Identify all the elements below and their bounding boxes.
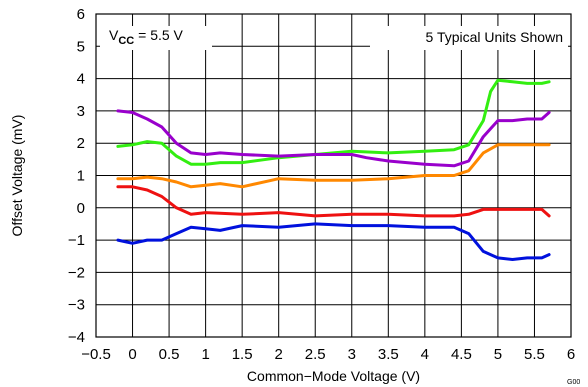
x-tick-label: 6 [567, 346, 575, 363]
x-tick-label: 4 [421, 346, 429, 363]
x-tick-label: 5.5 [524, 346, 545, 363]
y-axis-label: Offset Voltage (mV) [9, 115, 25, 237]
series-line-3 [116, 143, 551, 189]
units-note-background [370, 26, 568, 50]
plot-frame [95, 13, 572, 338]
x-tick-label: 3.5 [378, 346, 399, 363]
series-line-4 [116, 185, 551, 218]
annotations: VCC = 5.5 V 5 Typical Units Shown [100, 26, 568, 50]
y-tick-label: −4 [68, 329, 85, 346]
series-line-1 [116, 78, 551, 166]
y-tick-label: 5 [77, 38, 85, 55]
figure-id: G00 [567, 379, 580, 386]
x-tick-label: 2 [275, 346, 283, 363]
y-tick-label: 0 [77, 200, 85, 217]
y-tick-label: 3 [77, 103, 85, 120]
vcc-prefix: V [109, 27, 119, 43]
x-tick-label: 3 [348, 346, 356, 363]
y-tick-label: 2 [77, 135, 85, 152]
y-tick-labels: −4 −3 −2 −1 0 1 2 3 4 5 6 [68, 6, 85, 346]
y-tick-label: 1 [77, 168, 85, 185]
x-axis-label: Common−Mode Voltage (V) [247, 368, 420, 384]
vcc-subscript: CC [118, 35, 134, 47]
x-tick-label: 1 [201, 346, 209, 363]
units-note: 5 Typical Units Shown [426, 29, 563, 45]
x-tick-label: 1.5 [232, 346, 253, 363]
grid [96, 14, 571, 337]
vcc-value: = 5.5 V [134, 27, 183, 43]
plot-border [95, 13, 572, 338]
x-tick-label: 4.5 [451, 346, 472, 363]
x-tick-label: 0 [128, 346, 136, 363]
series-lines [116, 78, 551, 261]
x-tick-labels: −0.5 0 0.5 1 1.5 2 2.5 3 3.5 4 4.5 5 5.5 6 [81, 346, 575, 363]
series-line-5 [116, 222, 551, 261]
y-tick-label: 6 [77, 6, 85, 23]
y-tick-label: −3 [68, 297, 85, 314]
series-line-2 [116, 109, 551, 168]
y-tick-label: 4 [77, 71, 85, 88]
x-tick-label: 2.5 [305, 346, 326, 363]
y-tick-label: −2 [68, 264, 85, 281]
x-tick-label: −0.5 [81, 346, 111, 363]
y-tick-label: −1 [68, 232, 85, 249]
x-tick-label: 0.5 [159, 346, 180, 363]
vcc-label: VCC = 5.5 V [109, 27, 184, 47]
vcc-label-background [100, 26, 212, 50]
x-tick-label: 5 [494, 346, 502, 363]
